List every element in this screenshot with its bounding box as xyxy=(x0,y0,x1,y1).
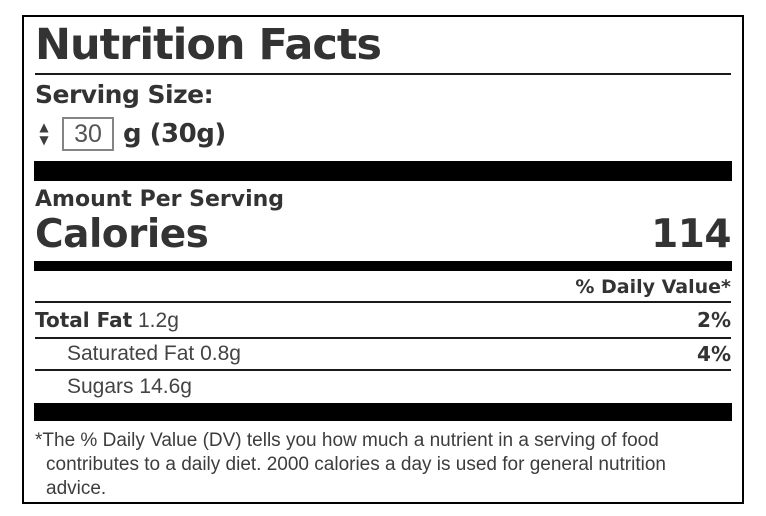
footnote-text: The % Daily Value (DV) tells you how muc… xyxy=(42,430,666,499)
divider-bar-calories xyxy=(34,261,732,271)
divider-bar-thick-bottom xyxy=(34,403,732,421)
nutrient-name: Saturated Fat xyxy=(67,342,195,365)
nutrient-amount: 1.2g xyxy=(138,308,179,332)
label-title: Nutrition Facts xyxy=(35,20,382,70)
amount-per-serving-heading: Amount Per Serving xyxy=(35,187,285,212)
serving-size-row: ▲ ▼ g (30g) xyxy=(35,115,731,153)
serving-size-stepper: ▲ ▼ xyxy=(35,121,53,146)
calories-label: Calories xyxy=(35,212,209,257)
spinner-up-icon[interactable]: ▲ xyxy=(35,121,53,133)
nutrient-daily-value: 2% xyxy=(697,308,731,332)
nutrient-row-saturated-fat: Saturated Fat 0.8g 4% xyxy=(35,339,731,371)
serving-size-unit: g (30g) xyxy=(123,119,226,149)
calories-row: Calories 114 xyxy=(35,213,731,257)
nutrient-amount: 0.8g xyxy=(200,342,241,365)
calories-value: 114 xyxy=(651,212,731,257)
nutrient-row-total-fat: Total Fat 1.2g 2% xyxy=(35,303,731,339)
spinner-down-icon[interactable]: ▼ xyxy=(35,134,53,146)
nutrient-amount: 14.6g xyxy=(139,375,192,398)
divider-bar-thick-top xyxy=(34,161,732,181)
nutrient-name: Total Fat xyxy=(35,307,133,332)
nutrition-facts-label: Nutrition Facts Serving Size: ▲ ▼ g (30g… xyxy=(22,15,744,504)
daily-value-header: % Daily Value* xyxy=(35,271,731,303)
nutrient-name: Sugars xyxy=(67,375,134,398)
serving-size-label: Serving Size: xyxy=(35,80,214,109)
title-divider xyxy=(35,73,731,75)
nutrient-daily-value: 4% xyxy=(697,342,731,366)
nutrient-row-sugars: Sugars 14.6g xyxy=(35,371,731,403)
footnote-asterisk: * xyxy=(35,430,43,451)
footnote: *The % Daily Value (DV) tells you how mu… xyxy=(35,429,731,501)
serving-size-input[interactable] xyxy=(62,117,114,151)
